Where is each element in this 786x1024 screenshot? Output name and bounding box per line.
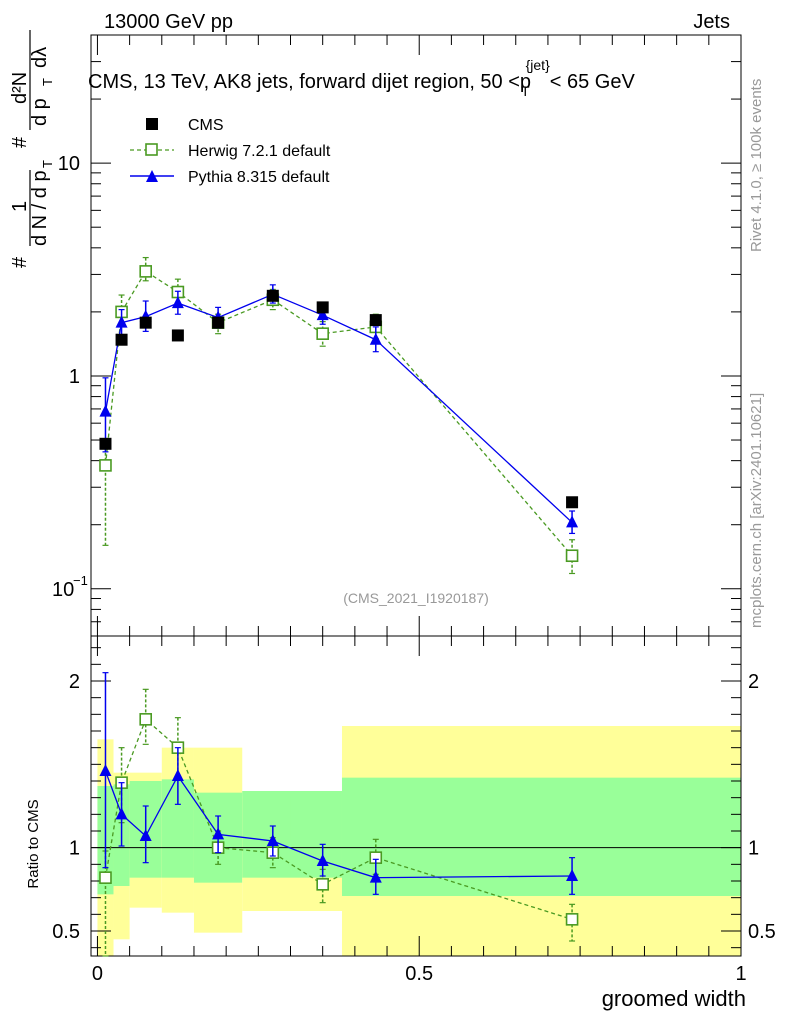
mcplots-label: mcplots.cern.ch [arXiv:2401.10621] [748, 393, 765, 628]
main-herwig-point [316, 327, 329, 340]
x-tick-label: 0 [92, 963, 103, 985]
chart-title-sup: {jet} [526, 57, 550, 73]
main-pythia-pythia-8-315-default [99, 284, 579, 535]
ratio-pythia-point [139, 829, 152, 841]
main-cms-cms [99, 289, 579, 509]
ratio-herwig-point [99, 871, 112, 884]
main-y-tick-label: 1 [69, 366, 80, 388]
main-cms-point [115, 333, 128, 346]
legend-cms-label: CMS [188, 117, 224, 134]
ratio-y-tick-label: 0.5 [52, 921, 80, 943]
main-pythia-point [566, 515, 579, 528]
main-herwig-point [139, 265, 153, 278]
ratio-y-tick-label: 2 [69, 671, 80, 693]
main-pythia-line [104, 293, 573, 523]
ratio-panel-frame [90, 635, 742, 957]
ylabel-hash-1: # [9, 256, 31, 268]
main-cms-point [566, 496, 579, 509]
x-tick-label: 0.5 [405, 963, 433, 985]
ratio-y-tick-label-right: 0.5 [748, 921, 776, 943]
legend-cms-marker [146, 118, 158, 130]
ylabel-dpt-sub: T [40, 78, 55, 86]
main-cms-point [369, 314, 382, 327]
ratio-y-axis-label: Ratio to CMS [25, 799, 42, 888]
ratio-pythia-point [99, 764, 112, 776]
ratio-pythia-point [369, 870, 382, 883]
header-process: Jets [693, 11, 730, 33]
main-y-tick-label: 10 [52, 579, 74, 601]
chart-title: CMS, 13 TeV, AK8 jets, forward dijet reg… [88, 57, 635, 99]
chart-title-main: CMS, 13 TeV, AK8 jets, forward dijet reg… [88, 71, 531, 93]
chart-title-sub: T [521, 83, 530, 99]
ratio-herwig-point [565, 913, 579, 926]
legend-herwig-label: Herwig 7.2.1 default [188, 143, 331, 160]
main-pythia-point [369, 332, 382, 345]
main-cms-point [99, 437, 112, 450]
ratio-pythia-point [171, 769, 184, 781]
main-herwig-herwig-7-2-1-default [99, 256, 579, 575]
ylabel-dpt: d p [29, 98, 51, 126]
main-cms-point [212, 316, 225, 329]
rivet-label: Rivet 4.1.0, ≥ 100k events [748, 79, 765, 252]
ylabel-d2n: d²N [9, 72, 31, 104]
main-y-axis-label: # 1 d N / d p T # d²N d p T dλ [9, 30, 55, 268]
legend: CMS Herwig 7.2.1 default Pythia 8.315 de… [130, 117, 331, 186]
header-energy: 13000 GeV pp [104, 11, 233, 33]
main-pythia-point [316, 308, 329, 321]
ratio-pythia-point [266, 834, 279, 846]
ratio-pythia-pythia-8-315-default [99, 672, 579, 895]
x-tick-label: 1 [735, 963, 746, 985]
ratio-y-tick-label: 1 [69, 838, 80, 860]
legend-pythia-marker [146, 170, 158, 182]
ratio-pythia-point [212, 827, 225, 840]
ratio-pythia-point [316, 854, 329, 866]
chart-title-end: < 65 GeV [550, 71, 636, 93]
main-y-tick-label: 10 [58, 153, 80, 175]
main-cms-point [139, 316, 152, 329]
main-cms-point [266, 289, 279, 302]
main-y-tick-label-exponent: −1 [73, 573, 88, 588]
main-cms-point [171, 329, 184, 342]
green-band-6 [290, 791, 342, 878]
main-herwig-point [99, 459, 112, 472]
main-herwig-point [565, 549, 579, 563]
ratio-y-tick-label-right: 2 [748, 671, 759, 693]
main-pythia-point [115, 315, 128, 328]
legend-pythia-label: Pythia 8.315 default [188, 169, 330, 186]
ratio-herwig-point [316, 878, 329, 891]
analysis-label: (CMS_2021_I1920187) [343, 590, 489, 606]
ratio-pythia-point [115, 807, 128, 820]
green-band-5 [242, 791, 291, 878]
legend-herwig-marker [145, 143, 158, 156]
ratio-y-tick-label-right: 1 [748, 838, 759, 860]
ratio-herwig-point [139, 713, 153, 726]
ylabel-denominator: d N / d p [29, 170, 51, 246]
ylabel-denominator-sub: T [40, 160, 55, 168]
ylabel-one: 1 [9, 201, 31, 212]
ylabel-hash-2: # [9, 136, 31, 148]
ylabel-dlambda: dλ [29, 47, 51, 68]
main-pythia-point [171, 296, 184, 309]
ratio-pythia-point [566, 869, 579, 881]
main-cms-point [316, 301, 329, 314]
main-pythia-point [99, 404, 112, 417]
green-band-7 [341, 777, 741, 896]
x-axis-label: groomed width [602, 986, 746, 1011]
